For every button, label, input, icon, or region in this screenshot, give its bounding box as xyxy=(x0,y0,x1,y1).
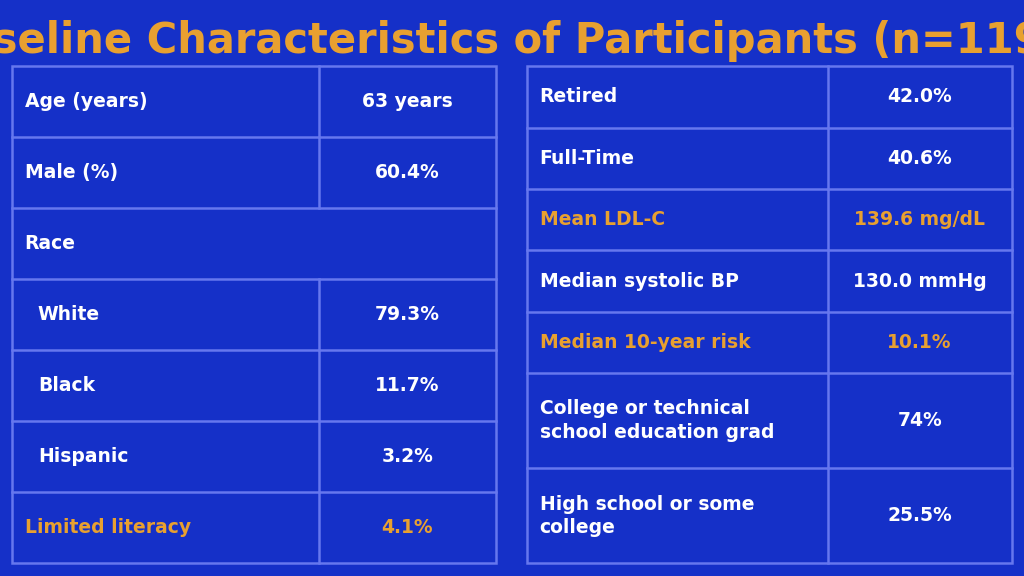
Text: Baseline Characteristics of Participants (n=1196): Baseline Characteristics of Participants… xyxy=(0,20,1024,62)
Text: High school or some
college: High school or some college xyxy=(540,495,754,537)
Text: 4.1%: 4.1% xyxy=(382,518,433,537)
Text: Hispanic: Hispanic xyxy=(38,448,128,467)
Text: 10.1%: 10.1% xyxy=(888,333,952,352)
Text: Male (%): Male (%) xyxy=(25,163,118,182)
Text: Age (years): Age (years) xyxy=(25,92,147,111)
Text: 74%: 74% xyxy=(897,411,942,430)
Text: 79.3%: 79.3% xyxy=(375,305,440,324)
Text: Full-Time: Full-Time xyxy=(540,149,635,168)
Text: 63 years: 63 years xyxy=(362,92,453,111)
Text: Limited literacy: Limited literacy xyxy=(25,518,190,537)
Text: Median 10-year risk: Median 10-year risk xyxy=(540,333,751,352)
Text: 60.4%: 60.4% xyxy=(375,163,439,182)
Text: 25.5%: 25.5% xyxy=(888,506,952,525)
Text: Mean LDL-C: Mean LDL-C xyxy=(540,210,665,229)
Text: White: White xyxy=(38,305,100,324)
Text: Black: Black xyxy=(38,376,95,395)
Bar xyxy=(12,66,496,563)
Text: 139.6 mg/dL: 139.6 mg/dL xyxy=(854,210,985,229)
Text: 130.0 mmHg: 130.0 mmHg xyxy=(853,271,986,290)
Text: College or technical
school education grad: College or technical school education gr… xyxy=(540,399,774,442)
Text: Race: Race xyxy=(25,234,76,253)
Bar xyxy=(527,66,1012,563)
Text: 11.7%: 11.7% xyxy=(375,376,439,395)
Text: 40.6%: 40.6% xyxy=(888,149,952,168)
Text: 3.2%: 3.2% xyxy=(382,448,433,467)
Text: Median systolic BP: Median systolic BP xyxy=(540,271,738,290)
Text: Retired: Retired xyxy=(540,88,617,107)
Text: 42.0%: 42.0% xyxy=(888,88,952,107)
